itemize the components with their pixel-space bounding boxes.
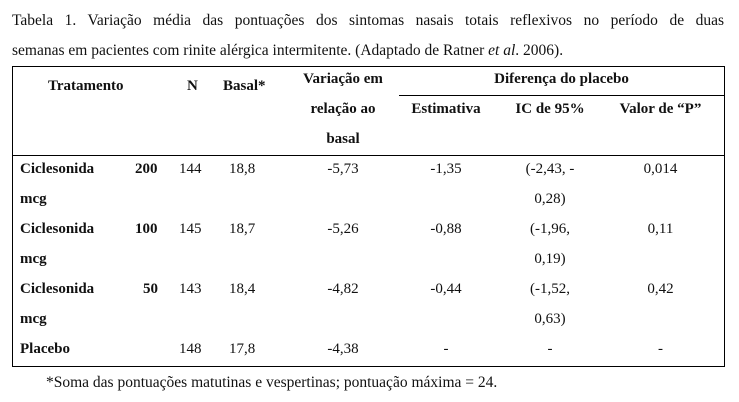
results-table: Tratamento N Basal* Variação em relação … xyxy=(12,66,725,367)
header-bottom-rule xyxy=(13,155,724,156)
row-4-name: Placebo xyxy=(20,341,70,357)
table-footnote: *Soma das pontuações matutinas e vespert… xyxy=(46,374,498,391)
row-3-name: Ciclesonida xyxy=(20,281,95,297)
caption-line-1: Tabela 1. Variação média das pontuações … xyxy=(12,12,724,29)
row-2-estimativa: -0,88 xyxy=(430,221,462,237)
header-variacao-3: basal xyxy=(326,131,360,147)
row-2-dose: 100 xyxy=(135,221,158,237)
row-4-basal: 17,8 xyxy=(229,341,256,357)
row-2-variacao: -5,26 xyxy=(327,221,359,237)
row-3-ic-2: 0,63) xyxy=(534,311,566,327)
header-variacao-2: relação ao xyxy=(310,101,376,117)
header-basal: Basal* xyxy=(223,78,266,94)
row-1-p: 0,014 xyxy=(643,161,678,177)
row-3-n: 143 xyxy=(179,281,202,297)
row-2-p: 0,11 xyxy=(647,221,674,237)
row-1-name: Ciclesonida xyxy=(20,161,95,177)
header-estimativa: Estimativa xyxy=(411,101,481,117)
row-2-unit: mcg xyxy=(20,251,47,267)
caption-text-end: . 2006). xyxy=(515,42,564,59)
header-diferenca: Diferença do placebo xyxy=(494,71,629,87)
row-4-variacao: -4,38 xyxy=(327,341,359,357)
caption-italic: et al xyxy=(488,42,516,59)
header-subdivider xyxy=(399,95,724,96)
row-4-estimativa: - xyxy=(443,341,449,357)
row-3-basal: 18,4 xyxy=(229,281,256,297)
caption-text: semanas em pacientes com rinite alérgica… xyxy=(12,42,489,59)
caption-line-2: semanas em pacientes com rinite alérgica… xyxy=(12,36,724,66)
row-1-dose: 200 xyxy=(135,161,158,177)
row-1-variacao: -5,73 xyxy=(327,161,359,177)
row-1-ic-1: (-2,43, - xyxy=(525,161,575,177)
header-n: N xyxy=(187,78,198,94)
row-2-basal: 18,7 xyxy=(229,221,256,237)
row-1-n: 144 xyxy=(179,161,202,177)
row-4-n: 148 xyxy=(179,341,202,357)
row-1-ic-2: 0,28) xyxy=(534,191,566,207)
row-4-p: - xyxy=(658,341,663,357)
row-3-dose: 50 xyxy=(143,281,158,297)
row-2-n: 145 xyxy=(179,221,202,237)
row-3-ic-1: (-1,52, xyxy=(530,281,570,297)
row-3-variacao: -4,82 xyxy=(327,281,359,297)
row-4-ic: - xyxy=(547,341,553,357)
header-tratamento: Tratamento xyxy=(48,78,124,94)
header-ic: IC de 95% xyxy=(515,101,585,117)
row-2-ic-2: 0,19) xyxy=(534,251,566,267)
row-1-unit: mcg xyxy=(20,191,47,207)
row-1-basal: 18,8 xyxy=(229,161,256,177)
row-3-p: 0,42 xyxy=(647,281,674,297)
row-2-name: Ciclesonida xyxy=(20,221,95,237)
row-1-estimativa: -1,35 xyxy=(430,161,462,177)
table-caption: Tabela 1. Variação média das pontuações … xyxy=(12,6,724,66)
row-3-unit: mcg xyxy=(20,311,47,327)
header-variacao-1: Variação em xyxy=(303,71,383,87)
row-2-ic-1: (-1,96, xyxy=(530,221,570,237)
header-valor-p: Valor de “P” xyxy=(619,101,702,117)
row-3-estimativa: -0,44 xyxy=(430,281,462,297)
